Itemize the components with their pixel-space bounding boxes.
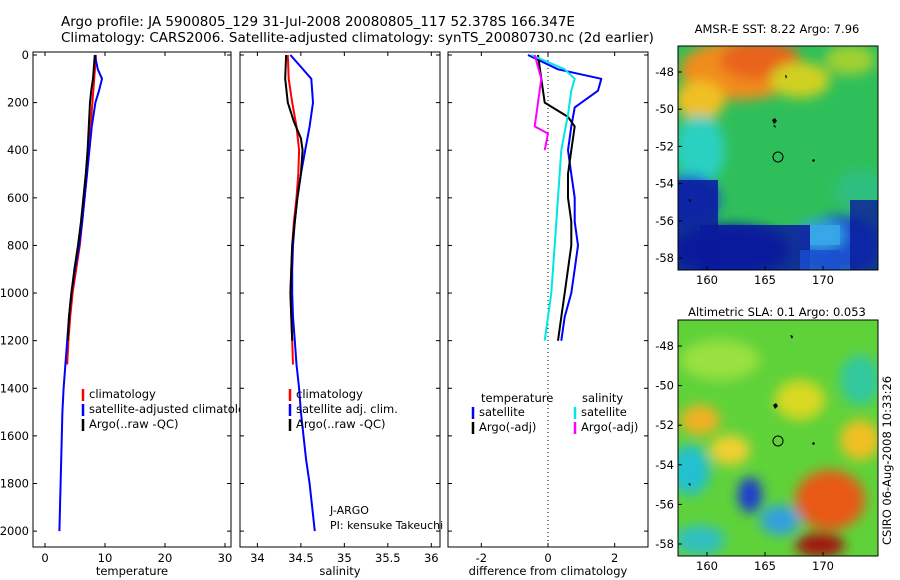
map-y-tick-label: -50 [655, 102, 674, 116]
y-tick-label: 400 [7, 143, 29, 157]
x-tick-label: 34 [250, 551, 265, 565]
series-line-argo-raw-qc- [284, 54, 304, 341]
map-y-tick-label: -58 [655, 251, 674, 265]
x-tick-label: 0 [544, 551, 551, 565]
x-tick-label: 20 [158, 551, 173, 565]
y-tick-label: 0 [22, 48, 29, 62]
salinity-panel: 34 34.5 35 35.5 36 salinity climatologysatelli… [239, 51, 441, 578]
sla-map: 160 165 170 -48 -50 -52 -54 -56 -58 [655, 319, 879, 573]
legend-entry: satellite-adjusted climatology [89, 402, 259, 416]
jargo-label: J-ARGO [329, 504, 369, 517]
x-axis-label: difference from climatology [469, 564, 628, 578]
temperature-panel: 0 10 20 30 temperature 0 200 400 600 800 1000 1200 1… [0, 48, 259, 578]
map-y-tick-label: -52 [655, 139, 674, 153]
y-tick-label: 1200 [0, 334, 29, 348]
timestamp-stamp: CSIRO 06-Aug-2008 10:33:26 [880, 376, 894, 545]
sla-argo-location-marker [772, 435, 784, 447]
sla-map-field [678, 320, 878, 556]
map-y-tick-label: -52 [655, 418, 674, 432]
map-x-tick-label: 165 [754, 559, 776, 573]
series-line-salinity-satellite [530, 54, 576, 341]
x-tick-label: 35.5 [375, 551, 401, 565]
x-tick-label: 10 [98, 551, 113, 565]
sst-map-title: AMSR-E SST: 8.22 Argo: 7.96 [695, 22, 860, 36]
map-x-tick-label: 170 [812, 273, 834, 287]
series-line-satellite-adj-clim- [289, 54, 316, 532]
x-tick-label: 30 [218, 551, 233, 565]
y-tick-label: 1600 [0, 429, 29, 443]
series-line-argo-raw-qc- [66, 54, 96, 341]
header-line-2: Climatology: CARS2006. Satellite-adjuste… [61, 30, 654, 46]
map-y-tick-label: -54 [655, 458, 674, 472]
plot-frame [239, 51, 441, 548]
y-tick-label: 2000 [0, 524, 29, 538]
map-x-tick-label: 170 [812, 559, 834, 573]
map-x-tick-label: 160 [696, 273, 718, 287]
y-tick-label: 1800 [0, 476, 29, 490]
map-x-tick-label: 165 [754, 273, 776, 287]
legend-entry: climatology [89, 387, 156, 401]
map-x-tick-label: 160 [696, 559, 718, 573]
x-axis-label: salinity [319, 564, 360, 578]
legend-entry: satellite [479, 405, 525, 419]
sla-map-title: Altimetric SLA: 0.1 Argo: 0.053 [688, 305, 866, 319]
legend-entry: Argo(..raw -QC) [89, 417, 179, 431]
plot-frame [32, 51, 232, 548]
sst-map-axes: 160 165 170 -48 -50 -52 -54 -56 -58 [655, 65, 834, 287]
x-tick-label: -2 [476, 551, 487, 565]
x-tick-label: 0 [41, 551, 48, 565]
x-axis-label: temperature [96, 564, 168, 578]
x-tick-label: 2 [611, 551, 618, 565]
x-tick-label: 35 [337, 551, 352, 565]
sla-map-axes: 160 165 170 -48 -50 -52 -54 -56 -58 [655, 339, 834, 573]
map-y-tick-label: -56 [655, 214, 674, 228]
map-y-tick-label: -54 [655, 177, 674, 191]
sst-argo-location-marker [772, 151, 784, 163]
y-tick-label: 800 [7, 238, 29, 252]
legend-entry: satellite adj. clim. [296, 402, 398, 416]
y-tick-label: 1400 [0, 381, 29, 395]
x-tick-label: 36 [424, 551, 439, 565]
x-tick-label: 34.5 [288, 551, 314, 565]
map-y-tick-label: -58 [655, 537, 674, 551]
map-y-tick-label: -48 [655, 339, 674, 353]
pi-label: PI: kensuke Takeuchi [330, 519, 443, 532]
legend-entry: Argo(-adj) [479, 420, 536, 434]
map-y-tick-label: -48 [655, 65, 674, 79]
sst-map-field [678, 46, 878, 270]
legend-entry: Argo(..raw -QC) [296, 417, 386, 431]
legend-entry: climatology [296, 387, 363, 401]
series-line-temperature-satellite [527, 54, 603, 341]
series-line-salinity-argo-adj- [533, 54, 549, 151]
map-y-tick-label: -50 [655, 379, 674, 393]
map-y-tick-label: -56 [655, 497, 674, 511]
y-tick-label: 1000 [0, 286, 29, 300]
series-line-temperature-argo-adj- [537, 54, 576, 341]
y-tick-label: 600 [7, 191, 29, 205]
legend-title-salinity: salinity [582, 391, 623, 405]
legend-entry: Argo(-adj) [581, 420, 638, 434]
y-tick-label: 200 [7, 96, 29, 110]
legend-title-temperature: temperature [481, 391, 553, 405]
header-line-1: Argo profile: JA 5900805_129 31-Jul-2008… [61, 14, 575, 30]
legend-entry: satellite [581, 405, 627, 419]
sst-map: 160 165 170 -48 -50 -52 -54 -56 -58 [655, 45, 879, 287]
